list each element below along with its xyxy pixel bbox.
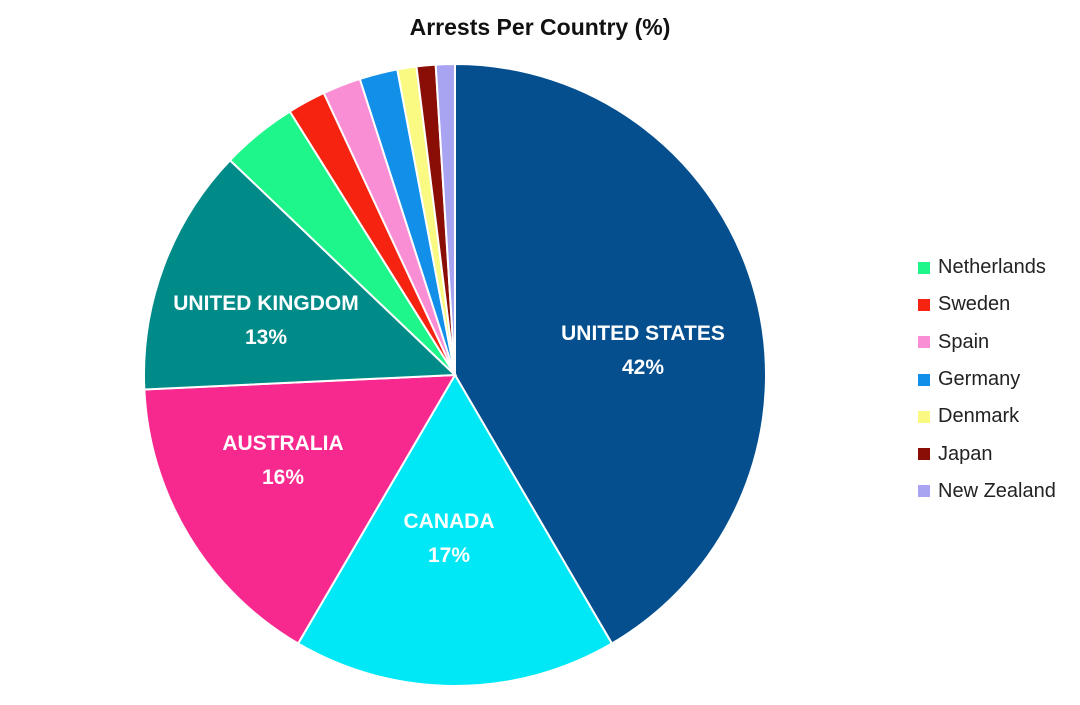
legend-label-japan: Japan [938, 442, 993, 465]
legend-item-spain: Spain [918, 324, 1078, 361]
pie-slice-new-zealand [434, 62, 456, 376]
legend-swatch-denmark [918, 410, 930, 423]
pie-labels: UNITED STATES 42% CANADA 17% AUSTRALIA 16% UNI… [173, 292, 725, 567]
legend-label-sweden: Sweden [938, 293, 1011, 316]
slice-label-australia: AUSTRALIA [222, 432, 343, 455]
slice-value-label-united-states: 42% [622, 356, 664, 379]
legend-swatch-netherlands [918, 261, 930, 274]
legend-item-denmark: Denmark [918, 398, 1078, 435]
legend-item-sweden: Sweden [918, 286, 1078, 323]
legend-swatch-new-zealand [918, 485, 930, 498]
pie-slice-australia [143, 373, 457, 645]
legend-item-new-zealand: New Zealand [918, 473, 1078, 510]
legend-label-new-zealand: New Zealand [938, 479, 1056, 502]
slice-value-label-australia: 16% [262, 466, 304, 489]
legend-swatch-germany [918, 373, 930, 386]
slice-label-united-kingdom: UNITED KINGDOM [173, 292, 359, 315]
legend-swatch-sweden [918, 298, 930, 311]
legend-swatch-spain [918, 336, 930, 349]
chart-title: Arrests Per Country (%) [409, 14, 671, 40]
slice-value-label-united-kingdom: 13% [245, 326, 287, 349]
pie-slice-united-states [454, 62, 767, 645]
legend-item-germany: Germany [918, 361, 1078, 398]
legend: Netherlands Sweden Spain Germany Denmark Japa… [918, 249, 1078, 510]
slice-label-united-states: UNITED STATES [561, 322, 725, 345]
slice-label-canada: CANADA [404, 510, 495, 533]
legend-item-japan: Japan [918, 435, 1078, 472]
legend-label-spain: Spain [938, 330, 990, 353]
slice-value-label-canada: 17% [428, 544, 470, 567]
legend-label-germany: Germany [938, 368, 1021, 391]
pie-slices [143, 62, 767, 687]
pie-slice-canada [296, 373, 614, 687]
pie-slice-united-kingdom [143, 158, 458, 391]
legend-item-netherlands: Netherlands [918, 249, 1078, 286]
legend-label-netherlands: Netherlands [938, 256, 1046, 279]
legend-swatch-japan [918, 448, 930, 461]
legend-label-denmark: Denmark [938, 405, 1020, 428]
